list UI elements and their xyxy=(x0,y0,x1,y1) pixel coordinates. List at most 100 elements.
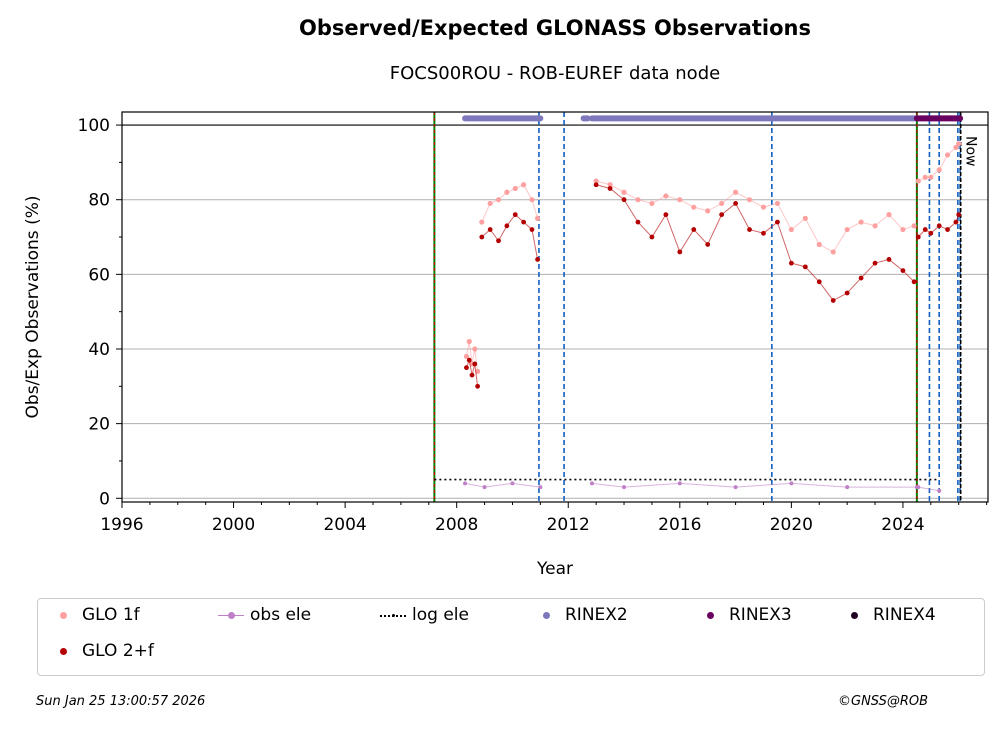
glo-1f-point xyxy=(512,185,518,192)
legend-item-obs-ele: obs ele xyxy=(218,605,311,625)
legend-marker xyxy=(533,605,559,625)
x-tick-label: 2024 xyxy=(881,515,924,535)
glo-1f-point xyxy=(886,212,892,218)
glo-1f-point xyxy=(858,219,864,225)
obs-ele-line xyxy=(591,482,917,488)
x-tick-label: 2016 xyxy=(658,515,701,535)
legend-item-glo-2f: GLO 2+f xyxy=(50,641,154,661)
legend-label: GLO 2+f xyxy=(82,641,154,661)
glo-2-f-point xyxy=(663,212,669,218)
obs-ele-point xyxy=(789,481,794,486)
obs-ele-point xyxy=(677,481,682,486)
glo-1f-point xyxy=(691,204,697,210)
glo-1f-point xyxy=(635,197,641,203)
x-tick-label: 2020 xyxy=(770,515,813,535)
legend-label: obs ele xyxy=(250,605,312,625)
x-tick-label: 2012 xyxy=(547,515,590,535)
glo-2-f-point xyxy=(535,257,540,262)
glo-2-f-point xyxy=(928,230,934,236)
glo-1f-point xyxy=(911,223,917,229)
obs-ele-point xyxy=(733,485,738,490)
glo-1f-point xyxy=(928,174,934,180)
glo-2-f-point xyxy=(816,279,822,285)
y-axis-label: Obs/Exp Observations (%) xyxy=(23,196,43,419)
glo-2-f-point xyxy=(469,372,475,378)
y-tick-label: 0 xyxy=(99,489,110,509)
legend-label: RINEX3 xyxy=(729,605,792,625)
glo-2-f-point xyxy=(593,182,599,188)
x-tick-label: 2004 xyxy=(323,515,366,535)
glo-1f-point xyxy=(521,182,527,188)
glo-1f-point xyxy=(746,197,753,203)
glo-1f-point xyxy=(463,353,470,360)
glo-2-f-point xyxy=(911,279,917,285)
legend-marker xyxy=(50,605,76,625)
legend-marker xyxy=(380,605,406,625)
glo-2-f-point xyxy=(922,227,928,232)
glo-1f-point xyxy=(534,215,541,221)
glo-1f-point xyxy=(760,204,767,210)
glo-2-f-point xyxy=(649,234,655,240)
legend: GLO 1f obs ele log ele RINEX2 RINEX3 RINEX4 GL… xyxy=(37,598,985,676)
glo-2-f-point xyxy=(512,212,518,218)
glo-1f-line xyxy=(596,180,915,253)
glo-1f-point xyxy=(802,215,808,221)
glo-1f-point xyxy=(872,223,878,229)
glo-2-f-point xyxy=(775,219,780,225)
glo-2-f-point xyxy=(529,227,535,232)
obs-ele-point xyxy=(538,485,543,490)
x-tick-label: 2008 xyxy=(435,515,478,535)
chart-title: Observed/Expected GLONASS Observations xyxy=(299,16,811,40)
glo-1f-point xyxy=(504,189,510,195)
glo-1f-point xyxy=(936,167,942,173)
glo-2-f-point xyxy=(719,212,725,218)
obs-ele-line xyxy=(918,486,940,492)
glo-1f-point xyxy=(487,200,493,207)
glo-2-f-point xyxy=(466,357,472,363)
glo-1f-point xyxy=(663,193,669,199)
obs-ele-point xyxy=(937,488,942,493)
glo-2-f-point xyxy=(504,223,510,229)
legend-label: RINEX4 xyxy=(873,605,936,625)
glo-2-f-point xyxy=(521,219,527,225)
glo-1f-point xyxy=(816,241,822,248)
y-tick-label: 80 xyxy=(88,191,110,211)
legend-marker xyxy=(697,605,723,625)
axes: 0 20 40 60 80 100 1996 2000 2004 2008 2012 2016 2020… xyxy=(78,116,988,535)
chart-subtitle: FOCS00ROU - ROB-EUREF data node xyxy=(389,63,721,84)
legend-marker xyxy=(218,605,244,625)
glo-1f-point xyxy=(495,197,502,203)
y-tick-label: 60 xyxy=(88,265,110,285)
glo-1f-point xyxy=(466,338,472,345)
glo-2-f-point xyxy=(677,249,683,255)
glo-2-f-point xyxy=(936,223,942,229)
glo-1f-point xyxy=(677,197,683,203)
obs-ele-line xyxy=(464,482,541,488)
glo-2-f-point xyxy=(761,230,766,236)
obs-ele-point xyxy=(463,481,468,486)
glo-2-f-point xyxy=(691,227,697,232)
glo-1f-point xyxy=(705,208,711,214)
glo-1f-point xyxy=(830,249,836,255)
y-tick-label: 100 xyxy=(78,116,110,136)
obs-ele-point xyxy=(482,485,487,490)
x-axis-label: Year xyxy=(536,559,573,579)
obs-ele-point xyxy=(622,485,627,490)
glo-1f-point xyxy=(788,226,794,233)
glo-2-f-point xyxy=(844,290,850,296)
legend-label: log ele xyxy=(412,605,469,625)
footer-date: Sun Jan 25 13:00:57 2026 xyxy=(36,694,206,709)
glo-2-f-point xyxy=(830,298,836,303)
glo-1f-point xyxy=(956,141,962,147)
glo-2-f-point xyxy=(705,242,711,247)
glo-1f-point xyxy=(944,152,951,158)
plot-frame xyxy=(121,111,989,503)
y-tick-label: 40 xyxy=(88,340,110,360)
glo-2-f-point xyxy=(475,383,481,389)
legend-item-rinex3: RINEX3 xyxy=(697,605,792,625)
glo-1f-point xyxy=(472,346,478,352)
glo-2-f-point xyxy=(788,260,794,266)
glo-1f-point xyxy=(529,197,535,203)
footer-copyright: ©GNSS@ROB xyxy=(838,694,929,709)
glo-2-f-point xyxy=(464,365,469,371)
